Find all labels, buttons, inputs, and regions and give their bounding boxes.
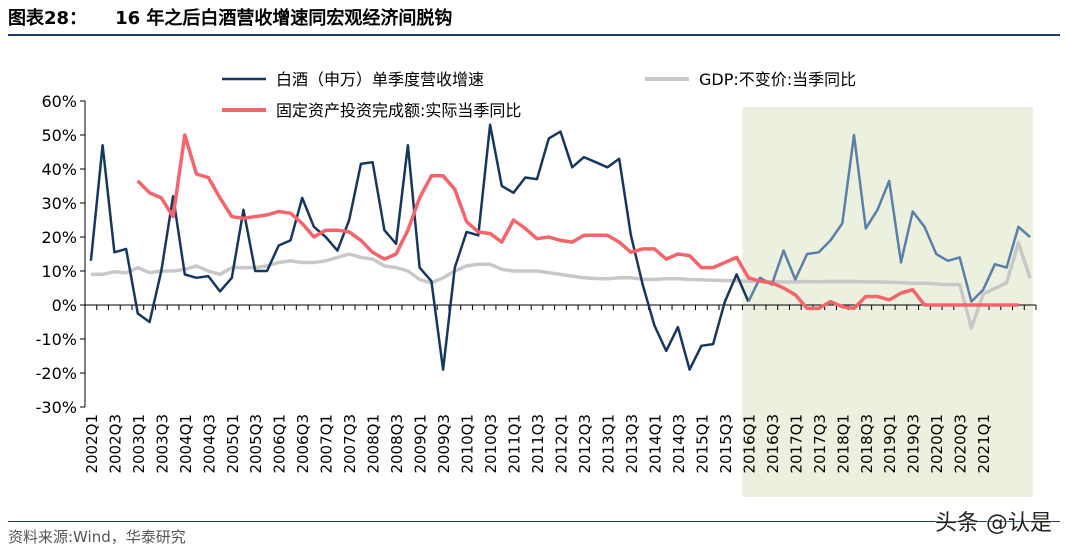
y-tick-label: 30%	[41, 194, 77, 213]
legend-label: 白酒（申万）单季度营收增速	[276, 70, 484, 89]
x-tick-label: 2015Q3	[717, 414, 735, 474]
x-tick-label: 2016Q1	[740, 414, 758, 474]
x-tick-label: 2009Q1	[412, 414, 430, 474]
series-baijiu-line-recent	[747, 133, 1031, 303]
forecast-shade	[742, 107, 1033, 497]
x-tick-label: 2021Q1	[975, 414, 993, 474]
x-tick-label: 2010Q3	[482, 414, 500, 474]
x-tick-label: 2019Q1	[881, 414, 899, 474]
x-tick-label: 2008Q3	[388, 414, 406, 474]
series-baijiu-line	[89, 123, 750, 371]
x-tick-label: 2006Q1	[271, 414, 289, 474]
x-tick-label: 2020Q3	[952, 414, 970, 474]
x-tick-label: 2019Q3	[905, 414, 923, 474]
x-tick-label: 2017Q1	[787, 414, 805, 474]
x-tick-label: 2012Q3	[576, 414, 594, 474]
x-tick-label: 2003Q1	[130, 414, 148, 474]
x-tick-label: 2009Q3	[435, 414, 453, 474]
y-tick-label: -20%	[36, 364, 77, 383]
x-tick-label: 2011Q1	[506, 414, 524, 474]
x-tick-label: 2003Q3	[153, 414, 171, 474]
legend-label: 固定资产投资完成额:实际当季同比	[276, 101, 521, 120]
chart-title: 图表28： 16 年之后白酒营收增速同宏观经济间脱钩	[8, 4, 452, 30]
watermark: 头条 @认是	[935, 511, 1052, 536]
x-tick-label: 2007Q1	[318, 414, 336, 474]
x-tick-label: 2007Q3	[341, 414, 359, 474]
y-tick-label: -30%	[36, 398, 77, 417]
figure-label: 图表28：	[8, 8, 88, 29]
y-tick-label: 60%	[41, 92, 77, 111]
y-tick-label: 40%	[41, 160, 77, 179]
x-tick-label: 2018Q1	[834, 414, 852, 474]
y-tick-label: 50%	[41, 126, 77, 145]
x-tick-label: 2015Q1	[693, 414, 711, 474]
figure-title: 16 年之后白酒营收增速同宏观经济间脱钩	[115, 8, 453, 29]
x-tick-label: 2005Q1	[224, 414, 242, 474]
bottom-divider	[8, 521, 1060, 522]
x-tick-label: 2010Q1	[459, 414, 477, 474]
x-tick-label: 2005Q3	[247, 414, 265, 474]
x-tick-label: 2004Q1	[177, 414, 195, 474]
line-chart: -30% -20% -10% 0% 10% 20% 30% 40% 50% 60% 2002Q1 20…	[36, 70, 1037, 497]
x-tick-label: 2016Q3	[764, 414, 782, 474]
x-tick-label: 2020Q1	[928, 414, 946, 474]
y-tick-label: -10%	[36, 330, 77, 349]
y-tick-label: 20%	[41, 228, 77, 247]
x-tick-label: 2014Q1	[646, 414, 664, 474]
series-gdp-line	[90, 241, 1032, 330]
x-tick-label: 2012Q1	[553, 414, 571, 474]
y-tick-label: 10%	[41, 262, 77, 281]
x-tick-label: 2013Q3	[623, 414, 641, 474]
legend-label: GDP:不变价:当季同比	[699, 70, 856, 89]
x-tick-label: 2014Q3	[670, 414, 688, 474]
x-tick-label: 2013Q1	[599, 414, 617, 474]
title-divider	[8, 34, 1060, 36]
x-tick-label: 2011Q3	[529, 414, 547, 474]
x-tick-label: 2008Q1	[365, 414, 383, 474]
source-note: 资料来源:Wind，华泰研究	[8, 528, 186, 546]
x-tick-label: 2006Q3	[294, 414, 312, 474]
x-tick-label: 2018Q3	[858, 414, 876, 474]
series-fai-line	[136, 133, 1019, 311]
y-tick-label: 0%	[52, 296, 77, 315]
x-tick-label: 2017Q3	[811, 414, 829, 474]
x-tick-label: 2002Q3	[106, 414, 124, 474]
x-tick-label: 2004Q3	[200, 414, 218, 474]
x-tick-label: 2002Q1	[83, 414, 101, 474]
